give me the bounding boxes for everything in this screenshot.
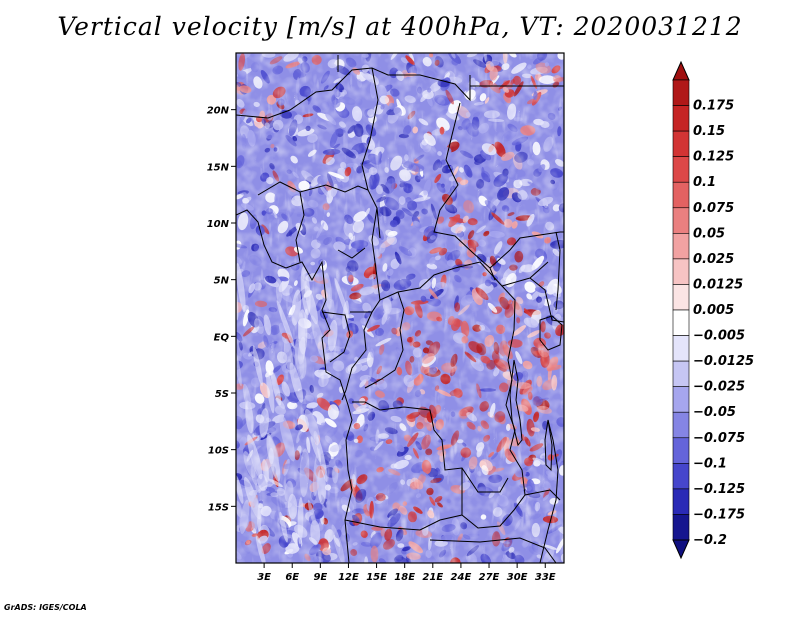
colorbar-label: −0.05 [693, 405, 736, 420]
colorbar-segment [672, 181, 690, 209]
colorbar-label: 0.15 [693, 124, 725, 139]
grads-credit: GrADS: IGES/COLA [4, 603, 87, 612]
colorbar-label: 0.05 [693, 226, 725, 241]
colorbar-segment [672, 284, 690, 311]
colorbar-label: 0.005 [693, 303, 734, 318]
colorbar-label: 0.125 [693, 150, 734, 165]
colorbar-bottom-arrow [672, 539, 690, 560]
colorbar-segment [672, 309, 690, 336]
border-angola-drc [352, 401, 509, 493]
lat-tick-label: 15S [208, 502, 229, 513]
border-gabon [321, 311, 351, 363]
colorbar-segment [672, 79, 690, 106]
map-frame [235, 52, 565, 564]
lake-tanganyika [509, 359, 523, 447]
colorbar-label: −0.175 [693, 507, 745, 522]
border-cameroon [350, 207, 381, 313]
colorbar-label: 0.075 [693, 201, 734, 216]
colorbar-segment [672, 411, 690, 439]
lat-tick-label: 15N [207, 162, 230, 173]
lon-tick-label: 18E [394, 572, 415, 583]
border-chad [433, 102, 496, 281]
border-namibia [429, 537, 557, 563]
colorbar-label: −0.0125 [693, 354, 754, 369]
colorbar-segment [672, 335, 690, 362]
colorbar-segment [672, 514, 690, 541]
country-borders [236, 55, 564, 563]
colorbar-segment [672, 105, 690, 132]
lat-tick-label: 5N [214, 276, 230, 287]
chart-title: Vertical velocity [m/s] at 400hPa, VT: 2… [57, 12, 743, 41]
lake-malawi [544, 419, 553, 472]
noise-texture [236, 53, 564, 563]
lat-tick-label: 20N [207, 106, 230, 117]
lon-tick-label: 3E [257, 572, 271, 583]
colorbar-label: −0.005 [693, 329, 745, 344]
coastline-west [236, 209, 353, 563]
colorbar-segment [672, 488, 690, 515]
lon-tick-label: 24E [451, 572, 472, 583]
border-nigeria [257, 181, 369, 196]
lon-tick-label: 15E [366, 572, 387, 583]
colorbar-label: −0.125 [693, 482, 745, 497]
border-drc-east [501, 285, 526, 496]
latitude-axis: 20N 15N 10N 5N EQ 5S 10S 15S [207, 106, 236, 513]
colorbar-label: 0.025 [693, 252, 734, 267]
colorbar-segment [672, 156, 690, 183]
colorbar-segment [672, 130, 690, 157]
border-north-1 [236, 67, 471, 119]
lat-tick-label: 5S [215, 389, 229, 400]
colorbar-segment [672, 437, 690, 464]
colorbar-top-arrow [672, 60, 690, 81]
lon-tick-label: 12E [338, 572, 359, 583]
border-nigeria-south [295, 191, 366, 263]
border-sudan [489, 231, 564, 269]
colorbar: 0.175 0.15 0.125 0.1 0.075 0.05 0.025 0.0125 0.0… [672, 60, 754, 560]
vertical-velocity-field [236, 53, 564, 563]
colorbar-label: −0.075 [693, 431, 745, 446]
lon-tick-label: 27E [479, 572, 500, 583]
colorbar-segment [672, 233, 690, 260]
lon-tick-label: 30E [507, 572, 528, 583]
coast-east [555, 231, 561, 311]
lon-tick-label: 33E [535, 572, 556, 583]
lat-tick-label: 10N [207, 219, 230, 230]
longitude-axis: 3E 6E 9E 12E 15E 18E 21E 24E 27E 30E 33E [257, 563, 556, 583]
colorbar-segment [672, 386, 690, 413]
lon-tick-label: 21E [422, 572, 443, 583]
lat-tick-label: EQ [214, 332, 230, 343]
lon-tick-label: 9E [313, 572, 327, 583]
lat-tick-label: 10S [208, 446, 229, 457]
lon-tick-label: 6E [285, 572, 299, 583]
border-angola-south [344, 514, 463, 531]
border-mozambique [539, 419, 559, 563]
border-zambia [461, 468, 561, 529]
colorbar-label: 0.0125 [693, 277, 743, 292]
colorbar-label: 0.175 [693, 99, 734, 114]
colorbar-label: −0.2 [693, 533, 727, 548]
colorbar-segment [672, 463, 690, 490]
colorbar-label: 0.1 [693, 175, 716, 190]
colorbar-label: −0.025 [693, 380, 745, 395]
lake-victoria [539, 315, 563, 351]
colorbar-segment [672, 360, 690, 387]
border-congo [341, 291, 405, 401]
colorbar-label: −0.1 [693, 456, 727, 471]
colorbar-segment [672, 258, 690, 285]
border-car [379, 261, 549, 301]
colorbar-segment [672, 207, 690, 234]
